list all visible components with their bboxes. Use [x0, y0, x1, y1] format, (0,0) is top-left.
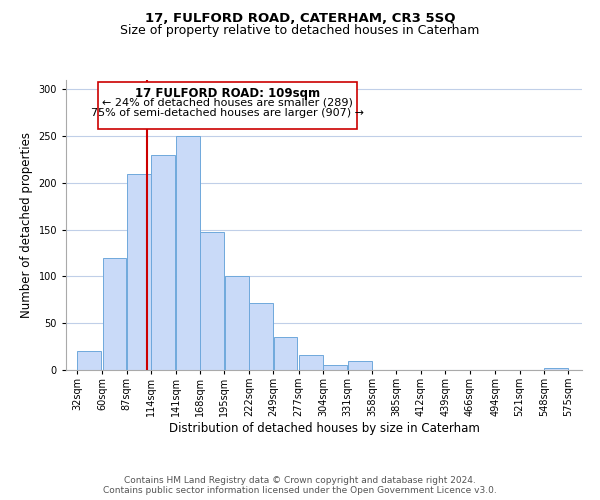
- Text: 17, FULFORD ROAD, CATERHAM, CR3 5SQ: 17, FULFORD ROAD, CATERHAM, CR3 5SQ: [145, 12, 455, 26]
- Bar: [323, 366, 347, 370]
- Bar: [274, 338, 298, 370]
- Bar: [176, 136, 200, 370]
- Bar: [127, 174, 151, 370]
- Text: Contains HM Land Registry data © Crown copyright and database right 2024.
Contai: Contains HM Land Registry data © Crown c…: [103, 476, 497, 495]
- Text: Size of property relative to detached houses in Caterham: Size of property relative to detached ho…: [121, 24, 479, 37]
- Text: ← 24% of detached houses are smaller (289): ← 24% of detached houses are smaller (28…: [102, 98, 353, 108]
- Bar: [98, 82, 358, 128]
- Bar: [77, 352, 101, 370]
- Bar: [200, 232, 224, 370]
- X-axis label: Distribution of detached houses by size in Caterham: Distribution of detached houses by size …: [169, 422, 479, 435]
- Bar: [544, 368, 568, 370]
- Bar: [348, 360, 371, 370]
- Bar: [299, 355, 323, 370]
- Text: 17 FULFORD ROAD: 109sqm: 17 FULFORD ROAD: 109sqm: [135, 86, 320, 100]
- Bar: [225, 276, 248, 370]
- Bar: [103, 258, 126, 370]
- Text: 75% of semi-detached houses are larger (907) →: 75% of semi-detached houses are larger (…: [91, 108, 364, 118]
- Bar: [151, 155, 175, 370]
- Y-axis label: Number of detached properties: Number of detached properties: [20, 132, 33, 318]
- Bar: [249, 302, 273, 370]
